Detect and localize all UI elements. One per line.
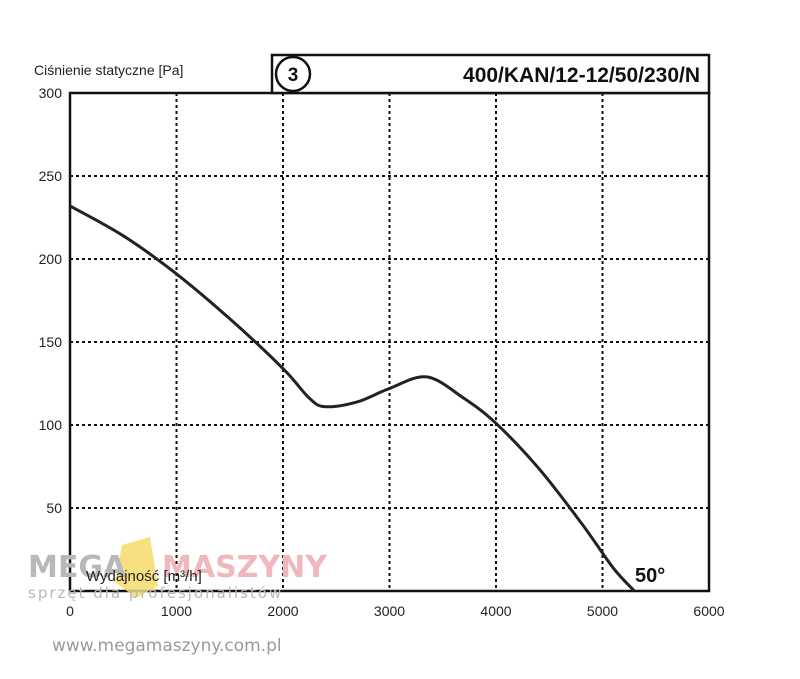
x-tick-label: 6000	[693, 603, 724, 619]
y-tick-labels: 50 100 150 200 250 300	[39, 85, 63, 516]
megamaszyny-watermark: MEGA MASZYNY sprzęt dla profesjonalistów	[28, 537, 328, 602]
y-tick-label: 50	[46, 500, 62, 516]
x-tick-labels: 0 1000 2000 3000 4000 5000 6000	[66, 603, 725, 619]
x-tick-label: 1000	[161, 603, 192, 619]
y-tick-label: 150	[39, 334, 63, 350]
x-tick-label: 0	[66, 603, 74, 619]
temperature-label: 50°	[635, 565, 665, 587]
y-tick-label: 250	[39, 168, 63, 184]
x-tick-label: 2000	[267, 603, 298, 619]
x-tick-label: 5000	[587, 603, 618, 619]
y-tick-label: 300	[39, 85, 63, 101]
watermark-logo-shape	[115, 537, 158, 598]
x-axis-label: Wydajność [m³/h]	[86, 568, 202, 585]
performance-curve	[69, 204, 636, 593]
model-header-box	[270, 53, 711, 95]
y-tick-label: 200	[39, 251, 63, 267]
y-axis-label: Ciśnienie statyczne [Pa]	[34, 62, 183, 78]
model-name: 400/KAN/12-12/50/230/N	[463, 64, 700, 87]
watermark-url: www.megamaszyny.com.pl	[52, 636, 282, 656]
watermark-brand-right: MASZYNY	[162, 550, 328, 585]
x-tick-label: 3000	[374, 603, 405, 619]
x-tick-label: 4000	[480, 603, 511, 619]
watermark-tagline: sprzęt dla profesjonalistów	[28, 584, 283, 602]
y-tick-label: 100	[39, 417, 63, 433]
curve-number: 3	[288, 65, 299, 86]
watermark-brand-left: MEGA	[28, 550, 127, 585]
grid	[70, 93, 709, 591]
curve-number-badge	[274, 55, 312, 93]
